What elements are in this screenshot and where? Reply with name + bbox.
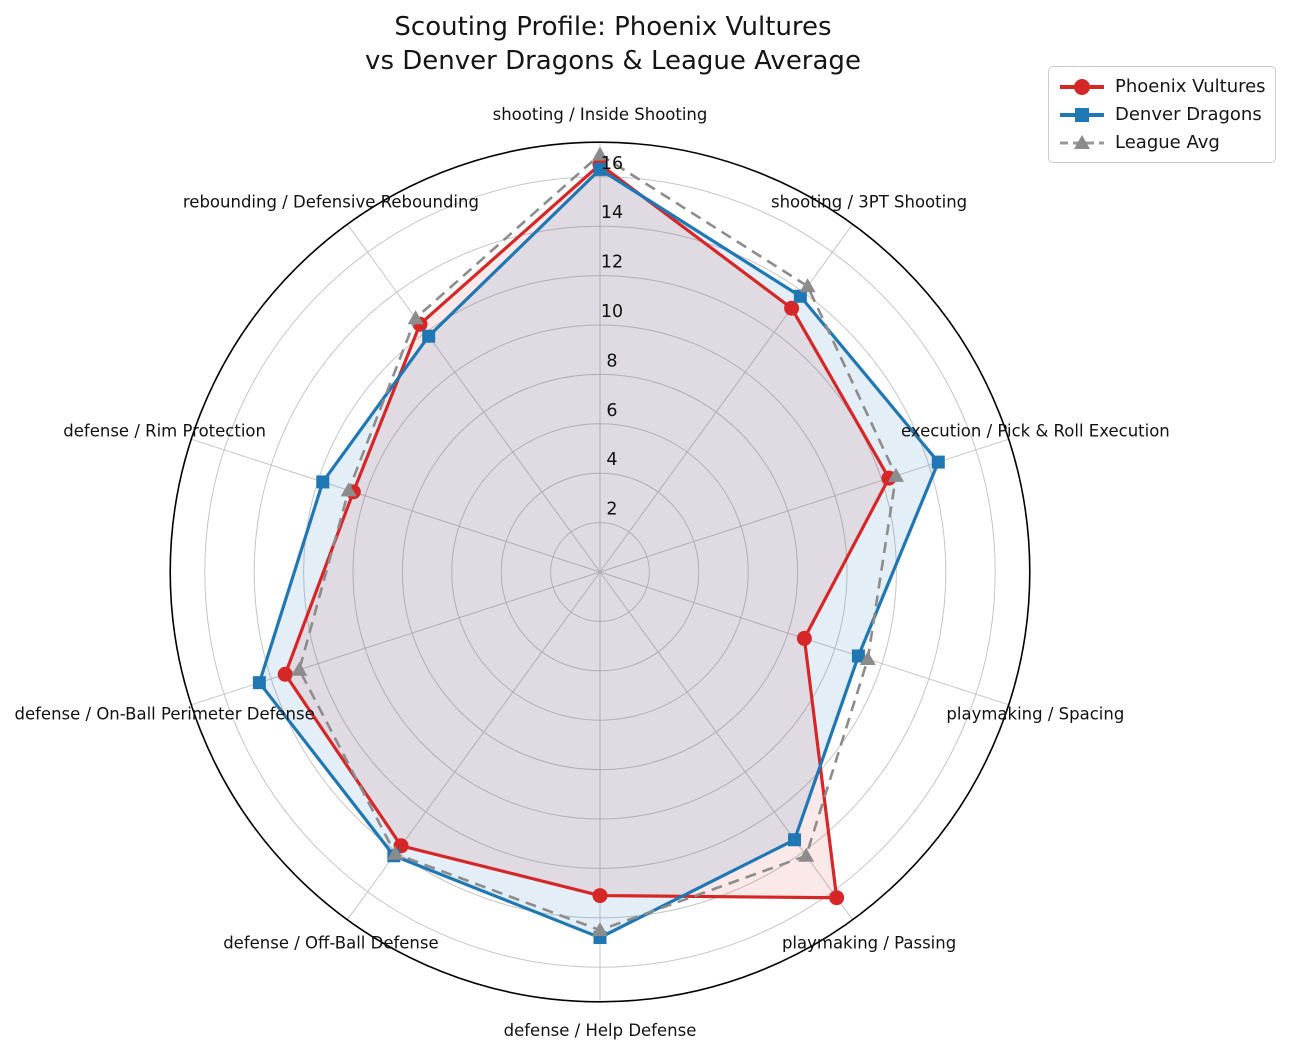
radial-tick-label: 10 [601,302,623,322]
phoenix-vultures-marker [829,890,845,906]
denver-dragons-marker [252,676,266,690]
axis-label: execution / Pick & Roll Execution [901,422,1170,441]
legend-item-phoenix: Phoenix Vultures [1059,76,1266,97]
page-title: Scouting Profile: Phoenix Vultures vs De… [365,10,861,78]
phoenix-vultures-marker [784,300,800,316]
title-line-2: vs Denver Dragons & League Average [365,46,861,76]
legend-label: Denver Dragons [1115,104,1262,125]
axis-label: defense / On-Ball Perimeter Defense [14,704,314,723]
denver-dragons-marker [593,162,607,176]
league-avg-marker [407,310,424,325]
axis-label: rebounding / Defensive Rebounding [183,193,479,212]
radial-tick-label: 2 [606,500,617,520]
legend-label: League Avg [1115,132,1220,153]
denver-dragons-marker [422,329,436,343]
phoenix-vultures-marker [277,666,293,682]
league-avg-marker [387,845,404,860]
league-avg-marker [859,651,876,666]
league-avg-marker [340,482,357,497]
red-circle-line-icon [1060,78,1104,95]
denver-dragons-marker [851,649,865,663]
legend: Phoenix Vultures Denver Dragons League A… [1048,66,1276,163]
denver-dragons-marker [793,289,807,303]
radial-tick-label: 14 [601,203,623,223]
radial-tick-label: 16 [601,154,623,174]
radial-tick-label: 8 [606,351,617,371]
legend-item-denver: Denver Dragons [1059,104,1263,125]
grid-spoke [346,224,601,573]
denver-dragons-marker [931,455,945,469]
league-avg-marker [799,278,816,293]
league-avg-marker [798,847,815,862]
axis-label: defense / Help Defense [504,1021,697,1040]
axis-label: shooting / Inside Shooting [493,105,708,124]
blue-square-line-icon [1060,107,1104,122]
league-avg-marker [291,661,308,676]
league-avg-marker [592,146,608,161]
denver-dragons-marker [788,833,802,847]
phoenix-vultures-marker [592,888,608,904]
denver-dragons-marker [316,475,330,489]
axis-label: defense / Off-Ball Defense [223,933,438,952]
gray-triangle-dashed-line-icon [1060,134,1104,149]
axis-label: defense / Rim Protection [63,422,266,441]
phoenix-vultures-marker [796,630,812,646]
legend-item-league: League Avg [1059,132,1263,153]
radial-tick-label: 4 [606,450,617,470]
title-line-1: Scouting Profile: Phoenix Vultures [394,12,832,42]
legend-label: Phoenix Vultures [1115,76,1266,97]
phoenix-vultures-fill [285,164,889,898]
axis-label: shooting / 3PT Shooting [771,193,967,212]
polar-spine [169,141,1031,1003]
league-avg-marker [887,467,904,482]
axis-label: playmaking / Passing [782,933,956,952]
axis-label: playmaking / Spacing [946,704,1124,723]
league-avg-marker [592,922,608,937]
radial-tick-label: 6 [606,401,617,421]
grid-spoke [599,224,854,573]
grid-spoke [191,438,601,573]
denver-dragons-fill [259,169,939,938]
radial-tick-label: 12 [601,253,623,273]
